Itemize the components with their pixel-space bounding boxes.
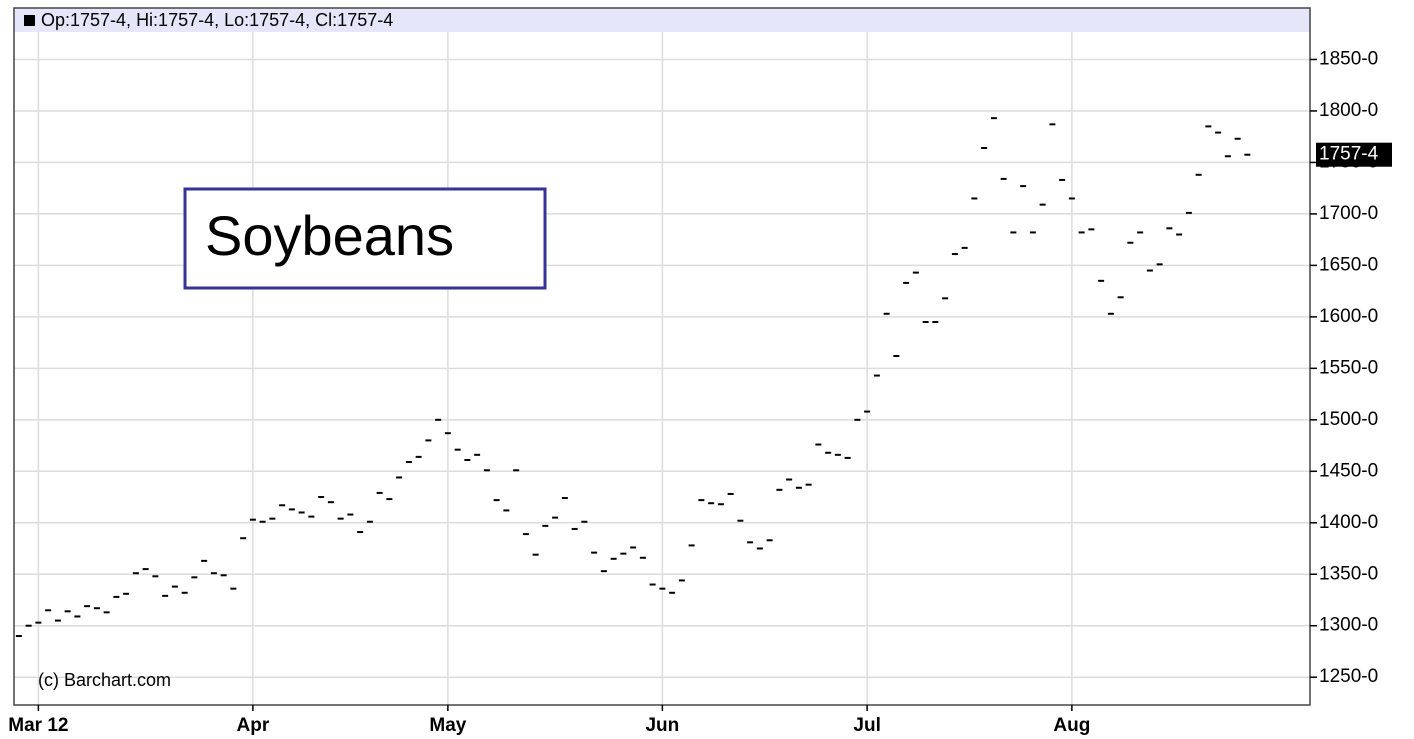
x-tick-label: Jul xyxy=(853,715,880,736)
y-tick-label: 1800-0 xyxy=(1319,100,1378,121)
x-tick-label: Apr xyxy=(237,715,270,736)
y-tick-label: 1700-0 xyxy=(1319,203,1378,224)
y-tick-label: 1250-0 xyxy=(1319,666,1378,687)
y-tick-label: 1400-0 xyxy=(1319,512,1378,533)
y-tick-label: 1650-0 xyxy=(1319,254,1378,275)
annotation-box xyxy=(183,187,547,290)
x-tick-label: Jun xyxy=(645,715,679,736)
x-tick-label: May xyxy=(429,715,466,736)
header-icon xyxy=(24,15,35,26)
credit: (c) Barchart.com xyxy=(38,670,171,690)
y-tick-label: 1600-0 xyxy=(1319,306,1378,327)
y-tick-label: 1300-0 xyxy=(1319,615,1378,636)
y-tick-label: 1450-0 xyxy=(1319,460,1378,481)
y-tick-label: 1550-0 xyxy=(1319,357,1378,378)
last-price-box xyxy=(1316,142,1392,167)
y-tick-label: 1850-0 xyxy=(1319,48,1378,69)
header-text: Op:1757-4, Hi:1757-4, Lo:1757-4, Cl:1757… xyxy=(41,10,393,30)
x-tick-label: Aug xyxy=(1053,715,1090,736)
y-tick-label: 1350-0 xyxy=(1319,563,1378,584)
y-tick-label: 1500-0 xyxy=(1319,409,1378,430)
annotation: Soybeans xyxy=(205,204,454,267)
x-tick-label: Mar 12 xyxy=(8,715,68,736)
header-band xyxy=(14,8,1310,32)
last-price-label: 1757-4 xyxy=(1319,144,1379,165)
